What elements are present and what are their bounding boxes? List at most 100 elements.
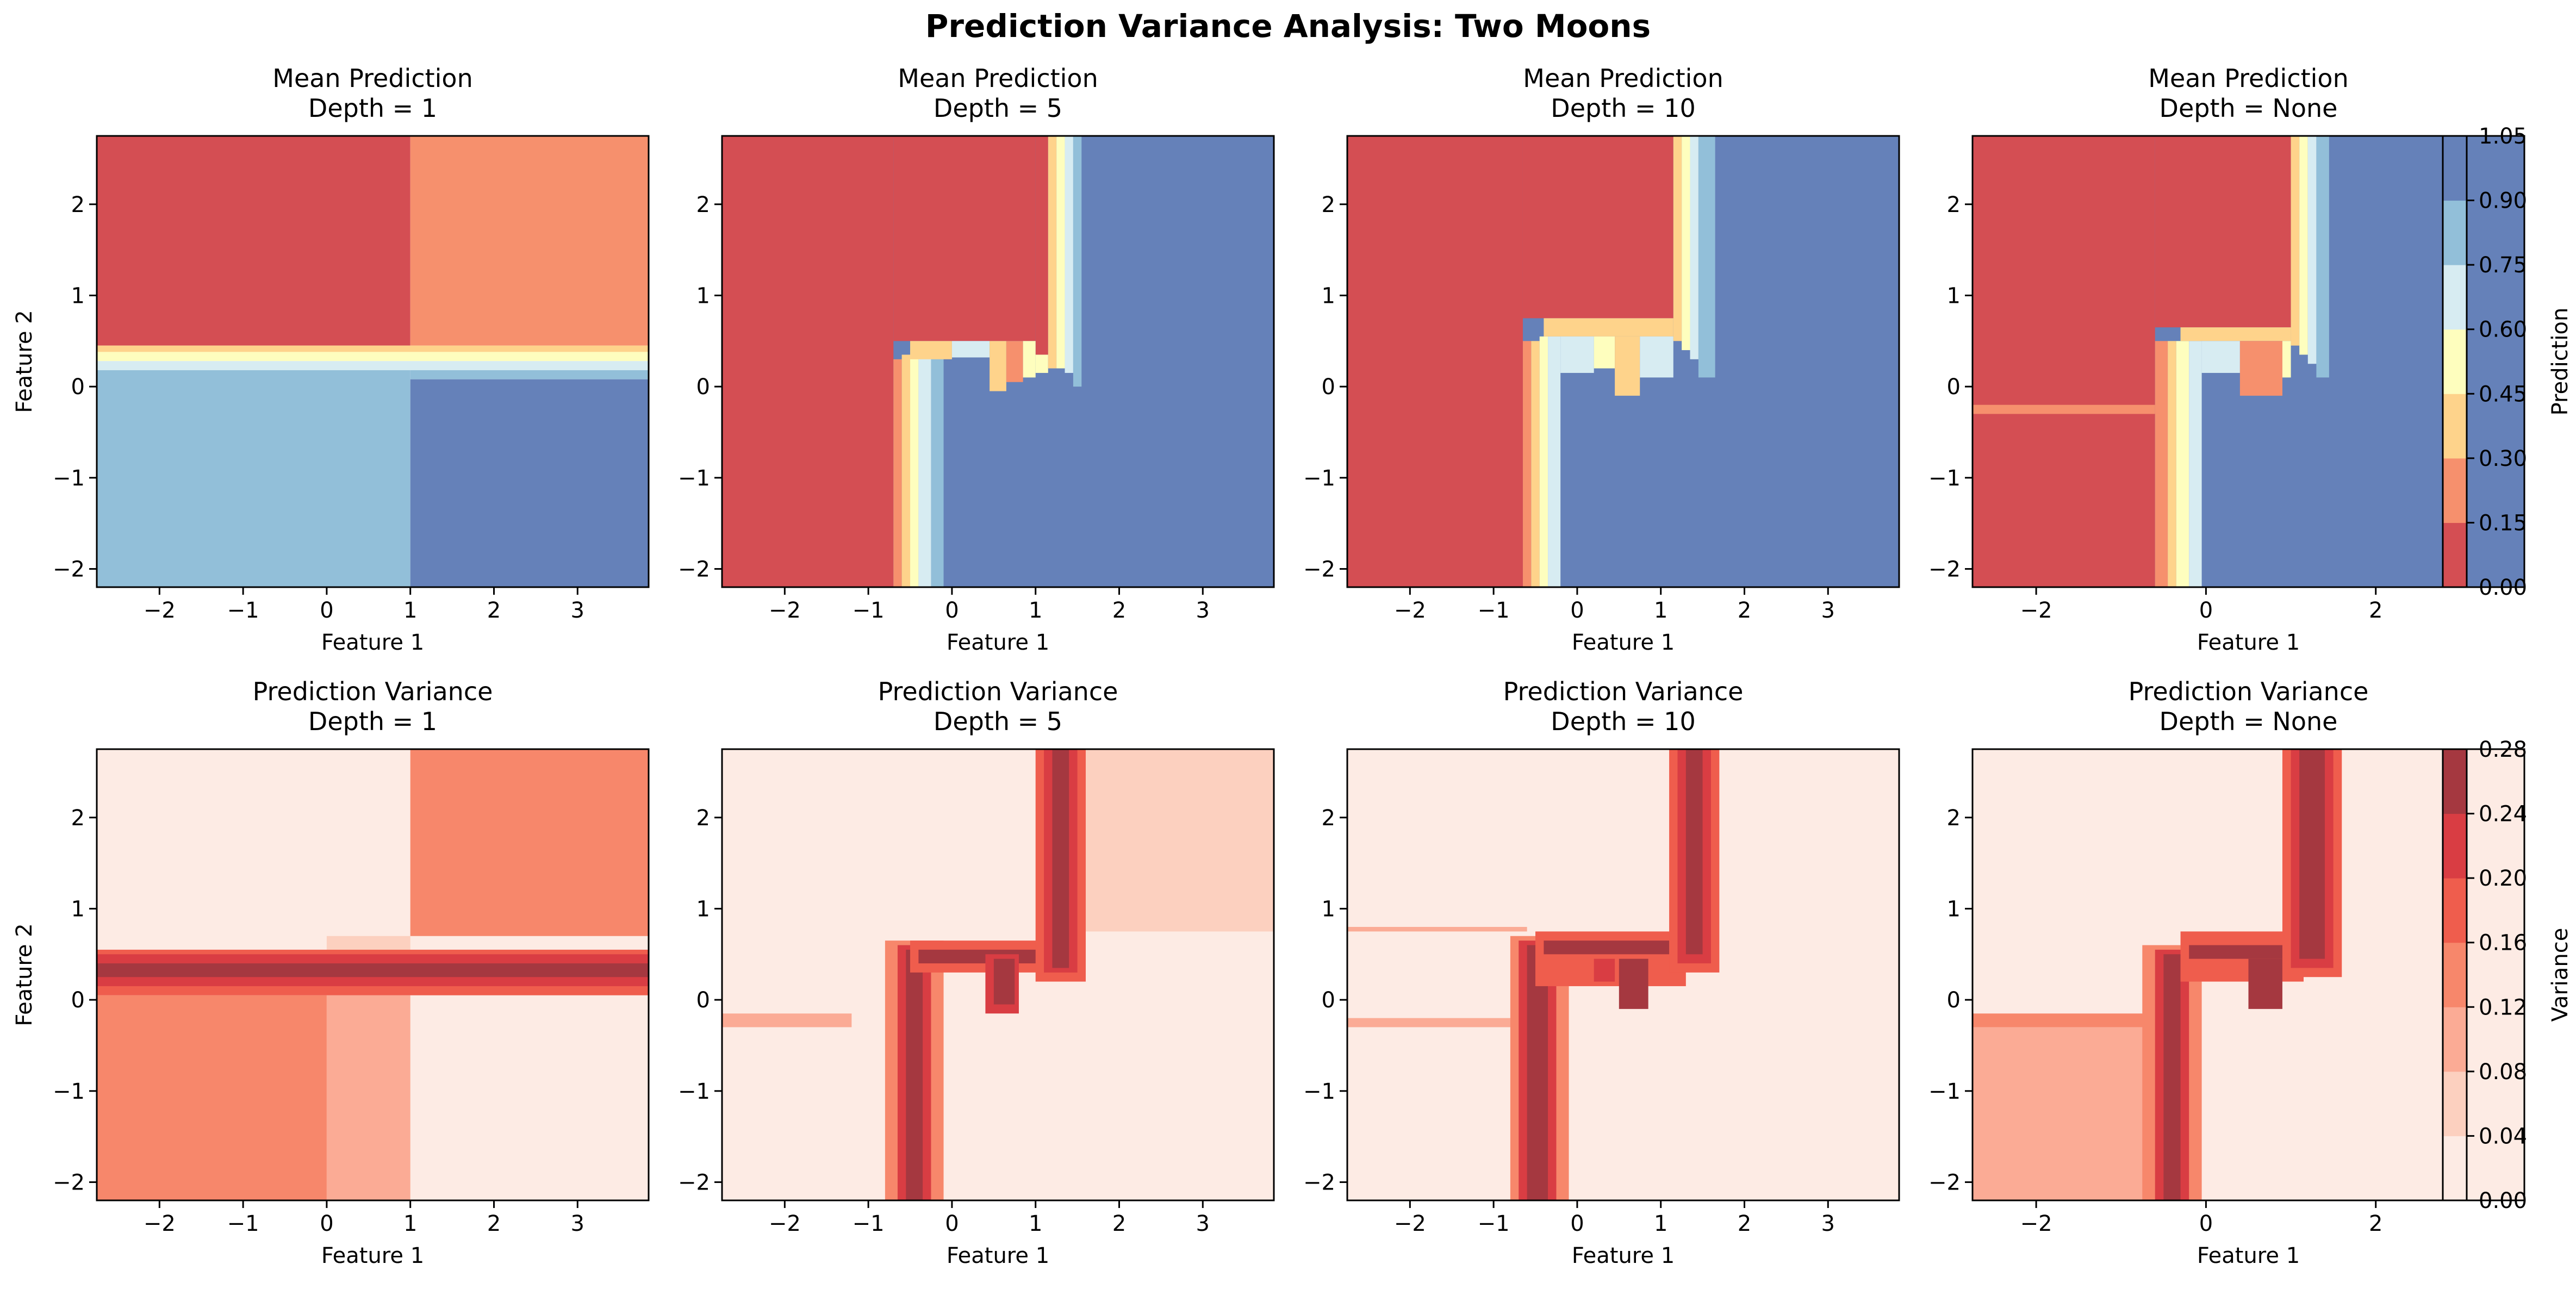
x-tick-label: 1 xyxy=(1029,1211,1042,1236)
y-tick-label: −2 xyxy=(53,557,85,582)
subplot-title: Depth = 10 xyxy=(1551,707,1695,736)
subplot-title: Mean Prediction xyxy=(272,64,472,93)
heatmap-region xyxy=(1085,749,1274,932)
x-tick-label: 1 xyxy=(403,598,417,623)
y-tick-label: 1 xyxy=(1947,283,1961,308)
heatmap-region xyxy=(2291,136,2300,346)
colorbar-segment xyxy=(2443,1136,2467,1201)
heatmap-regions xyxy=(97,749,649,1200)
colorbar-tick-label: 0.60 xyxy=(2479,317,2527,343)
y-tick-label: −2 xyxy=(1928,1170,1961,1195)
y-tick-label: −2 xyxy=(1928,557,1961,582)
heatmap-region xyxy=(931,348,944,587)
heatmap-region xyxy=(2239,341,2282,396)
heatmap-region xyxy=(1052,749,1069,968)
heatmap-region xyxy=(2163,954,2181,1200)
y-tick-label: −1 xyxy=(678,466,710,491)
colorbar-label: Prediction xyxy=(2548,308,2573,416)
colorbar-frame xyxy=(2442,748,2468,1201)
heatmap-regions xyxy=(722,136,1274,587)
x-tick-label: 2 xyxy=(1738,1211,1751,1236)
colorbar-tick-label: 0.28 xyxy=(2479,737,2527,762)
subplot-title: Prediction Variance xyxy=(1503,677,1744,706)
x-tick-label: 3 xyxy=(571,1211,584,1236)
subplot-title: Depth = 1 xyxy=(308,707,437,736)
heatmap-region xyxy=(1531,341,1540,587)
heatmap-region xyxy=(1973,136,2155,587)
heatmap-region xyxy=(1594,336,1615,369)
axes-frame xyxy=(96,748,650,1201)
x-tick-label: −1 xyxy=(853,598,885,623)
heatmap-region xyxy=(1594,958,1615,982)
colorbar-tick-label: 0.75 xyxy=(2479,253,2527,278)
x-tick-label: −2 xyxy=(769,598,801,623)
heatmap-region xyxy=(1973,404,2155,414)
x-tick-label: −2 xyxy=(144,598,176,623)
y-tick-label: 0 xyxy=(1322,988,1335,1013)
x-tick-label: −1 xyxy=(853,1211,885,1236)
heatmap-region xyxy=(993,958,1015,1005)
y-tick-label: −1 xyxy=(1928,466,1961,491)
y-axis-label: Feature 2 xyxy=(12,923,37,1026)
subplot-title: Depth = 1 xyxy=(308,94,437,123)
x-tick-label: 3 xyxy=(571,598,584,623)
heatmap-region xyxy=(97,995,327,1200)
y-tick-label: −2 xyxy=(53,1170,85,1195)
y-tick-label: 1 xyxy=(696,896,710,921)
x-tick-label: −2 xyxy=(1394,598,1426,623)
y-tick-label: 0 xyxy=(1947,988,1961,1013)
colorbar-tick-label: 0.45 xyxy=(2479,382,2527,407)
axes-frame xyxy=(721,135,1275,588)
heatmap-region xyxy=(2282,341,2291,378)
axes-frame xyxy=(1971,748,2525,1201)
heatmap-region xyxy=(951,341,990,358)
x-tick-label: 0 xyxy=(320,598,333,623)
heatmap-region xyxy=(1347,926,1527,932)
heatmap-region xyxy=(1527,945,1548,1200)
x-tick-label: 2 xyxy=(2369,598,2382,623)
x-axis-label: Feature 1 xyxy=(2197,630,2300,655)
subplot-title: Depth = None xyxy=(2160,707,2338,736)
colorbar-segment xyxy=(2443,394,2467,459)
heatmap-region xyxy=(1615,336,1640,396)
heatmap-region xyxy=(1619,958,1648,1009)
subplot-title: Prediction Variance xyxy=(878,677,1118,706)
heatmap-region xyxy=(2201,341,2240,373)
y-tick-label: 2 xyxy=(696,806,710,831)
y-tick-label: −2 xyxy=(1303,557,1335,582)
y-tick-label: 2 xyxy=(1322,806,1335,831)
heatmap-region xyxy=(97,370,410,587)
colorbar-segment xyxy=(2443,878,2467,943)
y-tick-label: 1 xyxy=(1322,283,1335,308)
x-tick-label: −2 xyxy=(2020,1211,2052,1236)
x-tick-label: 1 xyxy=(403,1211,417,1236)
heatmap-region xyxy=(2189,945,2291,959)
x-tick-label: 2 xyxy=(2369,1211,2382,1236)
colorbar-variance: 0.00 0.04 0.08 0.12 0.16 0.20 0.24 0.28 Variance xyxy=(2442,737,2573,1213)
x-tick-label: 3 xyxy=(1196,1211,1210,1236)
heatmap-region xyxy=(990,341,1006,391)
colorbars: 0.00 0.15 0.30 0.45 0.60 0.75 0.90 1.05 Predicti… xyxy=(2442,124,2573,1213)
colorbar-tick-label: 0.30 xyxy=(2479,446,2527,471)
colorbar-tick-label: 0.20 xyxy=(2479,866,2527,891)
x-tick-label: 2 xyxy=(1738,598,1751,623)
colorbar-tick-label: 0.04 xyxy=(2479,1124,2527,1149)
heatmap-region xyxy=(2155,136,2291,328)
axes-frame xyxy=(96,135,650,588)
colorbar-segment xyxy=(2443,136,2467,201)
y-tick-label: 2 xyxy=(1322,192,1335,217)
subplot-title: Depth = 5 xyxy=(934,94,1062,123)
heatmap-region xyxy=(1522,341,1532,587)
colorbar-tick-label: 0.12 xyxy=(2479,995,2527,1020)
heatmap-regions xyxy=(1973,749,2524,1200)
heatmap-region xyxy=(410,379,649,587)
heatmap-region xyxy=(326,936,410,950)
subplot-title: Mean Prediction xyxy=(898,64,1098,93)
axes-frame xyxy=(1346,135,1900,588)
heatmap-region xyxy=(1698,136,1715,378)
heatmap-region xyxy=(97,361,649,370)
axes-frame xyxy=(1971,135,2525,588)
x-tick-label: 0 xyxy=(2199,1211,2213,1236)
